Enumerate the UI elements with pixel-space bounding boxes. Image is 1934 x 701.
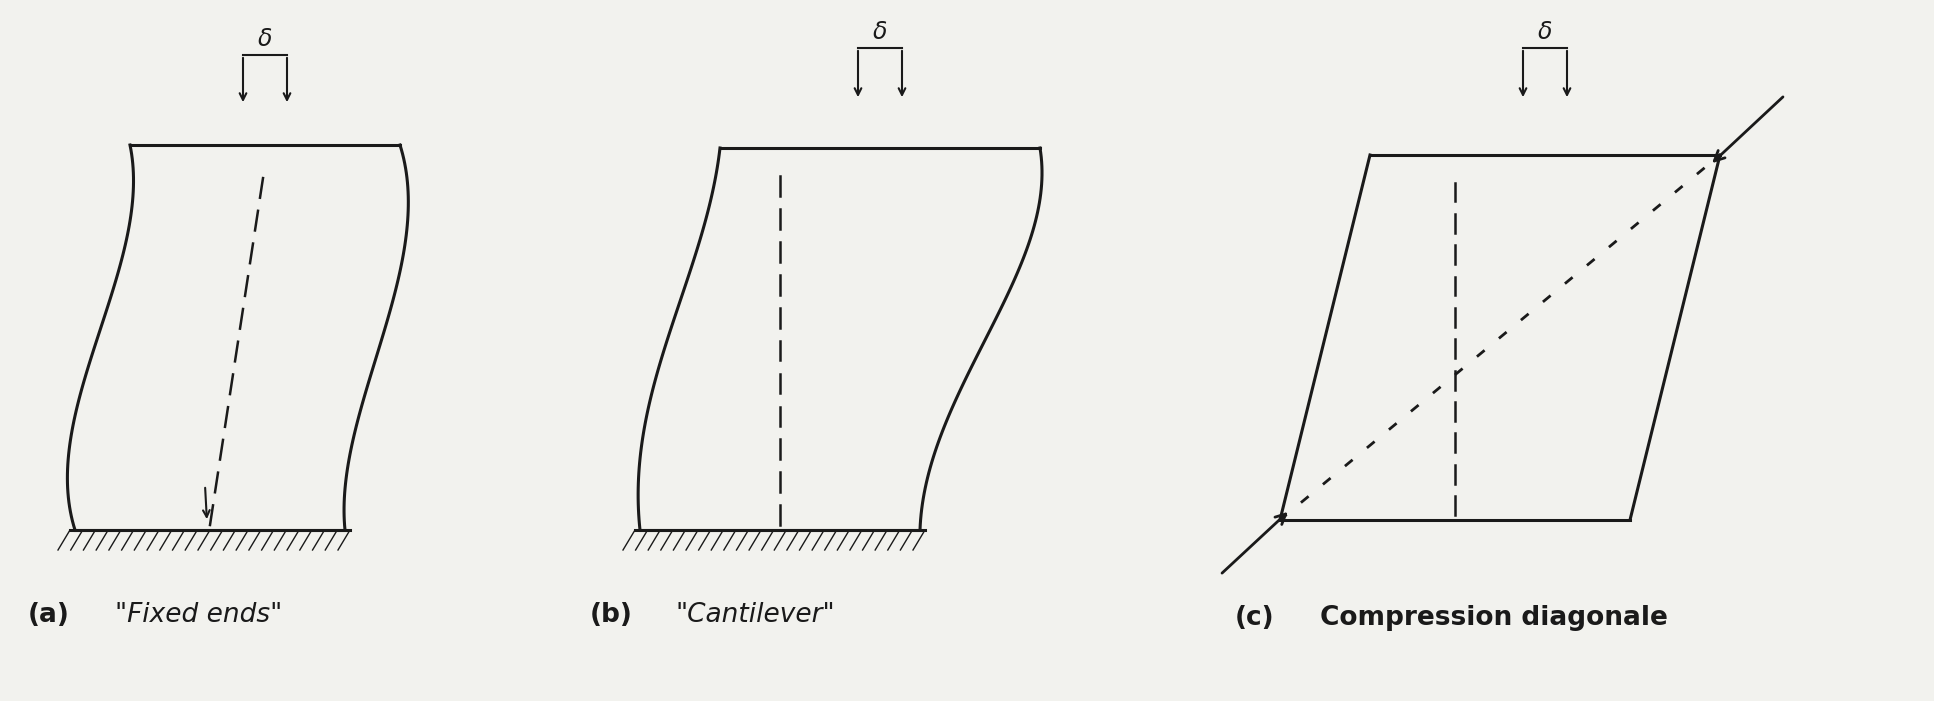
Text: $\delta$: $\delta$ (257, 28, 273, 51)
Text: "Fixed ends": "Fixed ends" (114, 602, 282, 628)
Text: $\delta$: $\delta$ (872, 21, 888, 44)
Text: "Cantilever": "Cantilever" (675, 602, 835, 628)
Text: $\delta$: $\delta$ (1538, 21, 1553, 44)
Text: (a): (a) (27, 602, 70, 628)
Text: (c): (c) (1236, 605, 1275, 631)
Text: Compression diagonale: Compression diagonale (1321, 605, 1667, 631)
Text: (b): (b) (590, 602, 632, 628)
